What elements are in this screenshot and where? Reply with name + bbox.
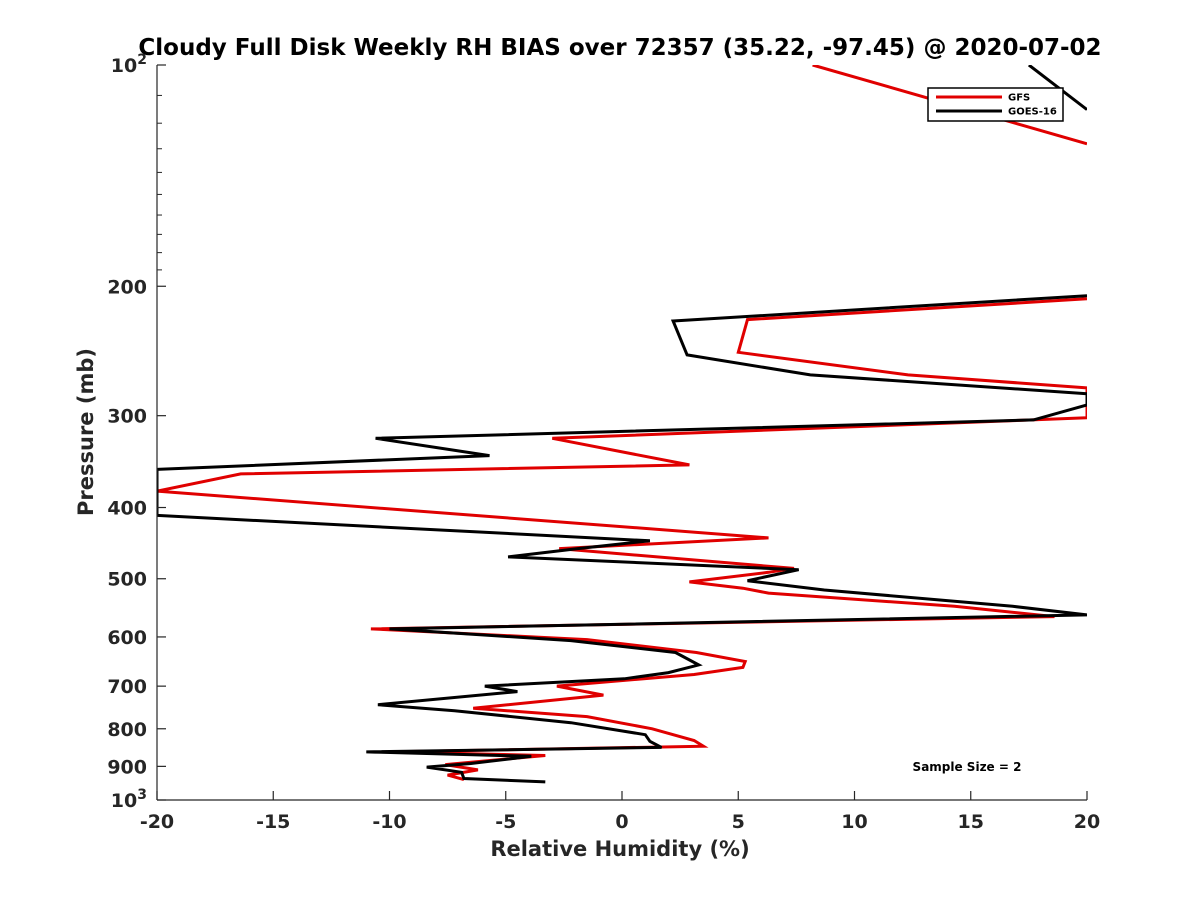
x-axis-label: Relative Humidity (%) [490, 837, 749, 861]
sample-size-annotation: Sample Size = 2 [913, 760, 1022, 774]
y-tick-label: 400 [107, 498, 147, 520]
series-line-goes-16 [157, 294, 1087, 784]
legend-entry-label: GFS [1008, 93, 1030, 104]
x-tick-label: -10 [372, 811, 406, 833]
y-tick-label: 300 [107, 406, 147, 428]
x-tick-label: 10 [841, 811, 867, 833]
x-tick-label: 5 [732, 811, 745, 833]
y-tick-label: 600 [107, 627, 147, 649]
x-tick-label: -20 [140, 811, 174, 833]
y-tick-label: 500 [107, 569, 147, 591]
y-tick-label: 700 [107, 676, 147, 698]
series-layer [157, 65, 1087, 784]
y-tick-label: 900 [107, 756, 147, 778]
legend-entry-label: GOES-16 [1008, 107, 1057, 118]
x-tick-label: -5 [495, 811, 516, 833]
legend: GFS GOES-16 [927, 87, 1064, 122]
chart-title: Cloudy Full Disk Weekly RH BIAS over 723… [138, 35, 1101, 61]
legend-box [927, 87, 1064, 122]
y-tick-label: 103 [111, 787, 147, 812]
x-tick-label: 15 [958, 811, 984, 833]
x-tick-label: -15 [256, 811, 290, 833]
y-tick-label: 800 [107, 719, 147, 741]
y-tick-label: 102 [111, 52, 147, 77]
y-tick-label: 200 [107, 276, 147, 298]
axes-layer: -20 -15 -10 -5 0 5 10 15 20 102 200 300 400 500 600 700… [107, 52, 1100, 833]
x-tick-label: 0 [615, 811, 628, 833]
x-tick-label: 20 [1074, 811, 1100, 833]
y-axis-label: Pressure (mb) [74, 348, 98, 516]
